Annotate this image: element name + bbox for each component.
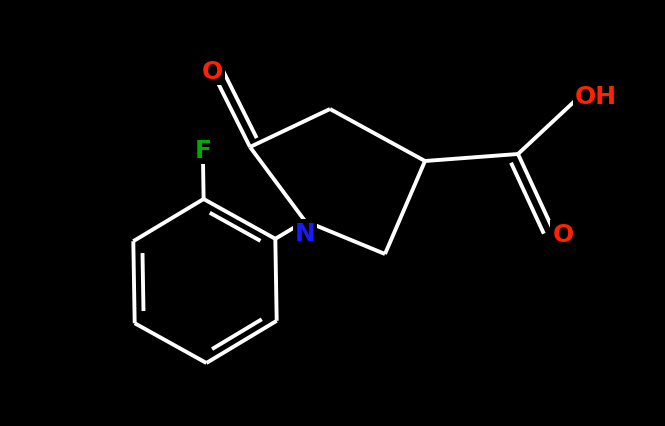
Text: F: F <box>194 139 211 163</box>
Text: O: O <box>201 60 223 84</box>
Text: OH: OH <box>575 85 617 109</box>
Text: N: N <box>295 222 315 245</box>
Text: O: O <box>553 222 574 246</box>
